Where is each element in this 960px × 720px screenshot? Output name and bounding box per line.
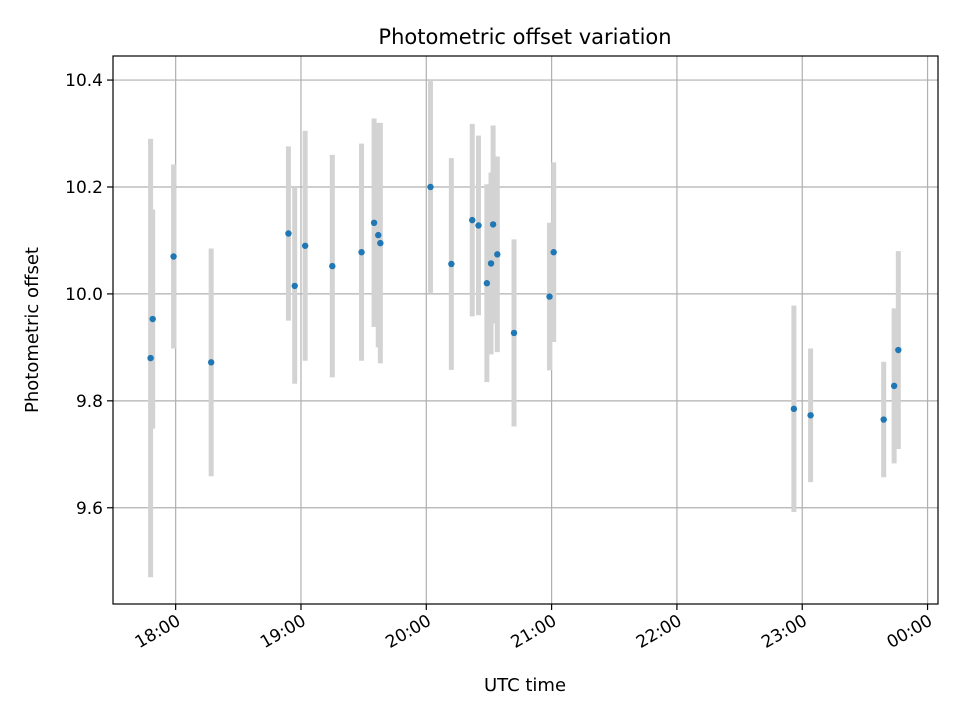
y-tick-label: 10.4 [65, 71, 103, 91]
data-point [147, 354, 154, 362]
y-tick-label: 9.8 [76, 392, 103, 412]
data-point [427, 183, 434, 191]
data-point [494, 251, 501, 258]
data-point [550, 249, 557, 256]
data-point [895, 346, 902, 354]
data-point [370, 219, 378, 227]
data-point [301, 242, 309, 249]
data-point [546, 293, 553, 300]
data-point [487, 260, 495, 267]
plot-frame [112, 55, 939, 605]
y-axis-label: Photometric offset [22, 247, 43, 413]
y-tick-label: 10.0 [65, 285, 103, 305]
grid [113, 56, 938, 604]
data-point [790, 405, 798, 413]
y-tick-label: 9.6 [76, 499, 103, 519]
data-point [510, 329, 518, 337]
data-point [329, 262, 336, 270]
data-point [880, 416, 887, 423]
data-point [375, 231, 382, 239]
y-axis-ticks: 9.6 9.8 10.0 10.2 10.4 [65, 71, 113, 519]
data-point [291, 282, 298, 290]
data-point [358, 249, 365, 256]
data-point [377, 239, 384, 247]
data-points [147, 183, 902, 423]
data-point [469, 216, 476, 224]
data-point [285, 230, 292, 237]
data-point [483, 280, 491, 287]
x-axis-label: UTC time [484, 675, 566, 696]
data-point [149, 315, 156, 323]
data-point [207, 359, 215, 366]
data-point [448, 260, 455, 268]
data-point [890, 382, 898, 390]
data-point [475, 222, 482, 229]
data-point [807, 412, 814, 419]
data-point [489, 221, 497, 228]
data-point [170, 253, 177, 260]
y-tick-label: 10.2 [65, 178, 103, 198]
chart-title: Photometric offset variation [378, 25, 671, 49]
